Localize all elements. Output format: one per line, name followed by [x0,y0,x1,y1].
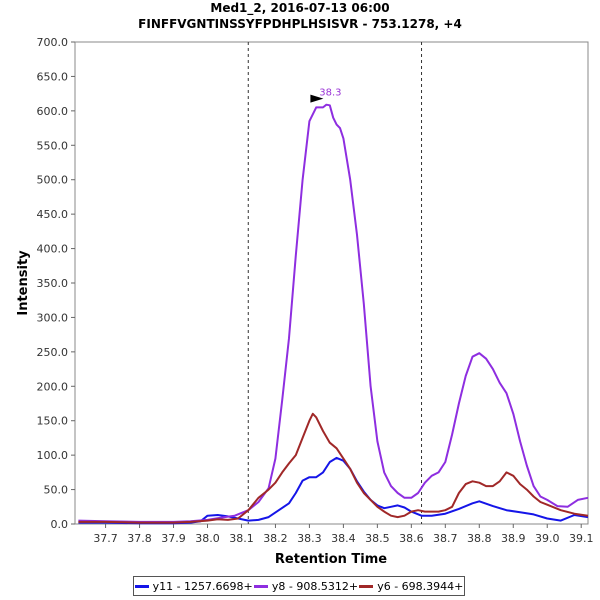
x-tick-label: 38.0 [195,532,220,545]
peak-pointer-arrow [310,94,324,103]
x-tick-label: 38.5 [365,532,390,545]
legend-item: y8 - 908.5312+ [253,579,359,593]
x-tick-label: 38.6 [399,532,424,545]
x-tick-label: 38.4 [331,532,356,545]
axis-ticks: 0.0 50.0 100.0 150.0 200.0 250.0 300.0 350.0 400… [37,36,594,545]
y-tick-label: 200.0 [37,380,69,393]
x-tick-label: 37.8 [127,532,152,545]
y-tick-label: 150.0 [37,415,69,428]
x-tick-label: 37.9 [161,532,186,545]
y-tick-label: 400.0 [37,243,69,256]
legend-swatch [359,584,374,588]
y-tick-label: 500.0 [37,174,69,187]
peak-label: 38.3 [319,88,341,99]
legend-label: y11 - 1257.6698+ [152,579,253,593]
y-tick-label: 650.0 [37,70,69,83]
y-tick-label: 0.0 [51,518,69,531]
x-tick-label: 38.7 [433,532,458,545]
y-tick-label: 100.0 [37,449,69,462]
y-tick-label: 250.0 [37,346,69,359]
series-line-3 [78,412,589,524]
legend-swatch [134,584,149,588]
legend-item: y6 - 698.3944+ [359,580,463,593]
y-tick-label: 600.0 [37,105,69,118]
y-tick-label: 550.0 [37,139,69,152]
x-tick-label: 39.0 [535,532,560,545]
x-tick-label: 37.7 [93,532,118,545]
legend-label: y6 - 698.3944+ [377,579,464,593]
y-tick-label: 700.0 [37,36,69,49]
x-tick-label: 39.1 [569,532,594,545]
peak-boundaries [247,42,423,524]
x-axis-label: Retention Time [275,552,387,567]
y-tick-label: 450.0 [37,208,69,221]
series-lines [78,103,589,525]
x-tick-label: 38.8 [467,532,492,545]
chart-subtitle: FINFFVGNTINSSYFPDHPLHSISVR - 753.1278, +… [138,17,462,31]
chart-title: Med1_2, 2016-07-13 06:00 [210,1,389,16]
x-tick-label: 38.2 [263,532,288,545]
y-axis-label: Intensity [16,250,31,316]
x-tick-label: 38.1 [229,532,254,545]
x-tick-label: 38.3 [297,532,322,545]
y-tick-label: 350.0 [37,277,69,290]
legend: y11 - 1257.6698+ y8 - 908.5312+ y6 - 698.3… [133,576,465,596]
x-tick-label: 38.9 [501,532,526,545]
y-tick-label: 300.0 [37,311,69,324]
legend-item: y11 - 1257.6698+ [134,579,253,593]
legend-label: y8 - 908.5312+ [271,579,359,593]
y-tick-label: 50.0 [44,484,69,497]
chromatogram-chart: Med1_2, 2016-07-13 06:00 FINFFVGNTINSSYF… [16,1,594,567]
legend-swatch [253,584,268,588]
peak-annotation: 38.3 [310,88,342,103]
